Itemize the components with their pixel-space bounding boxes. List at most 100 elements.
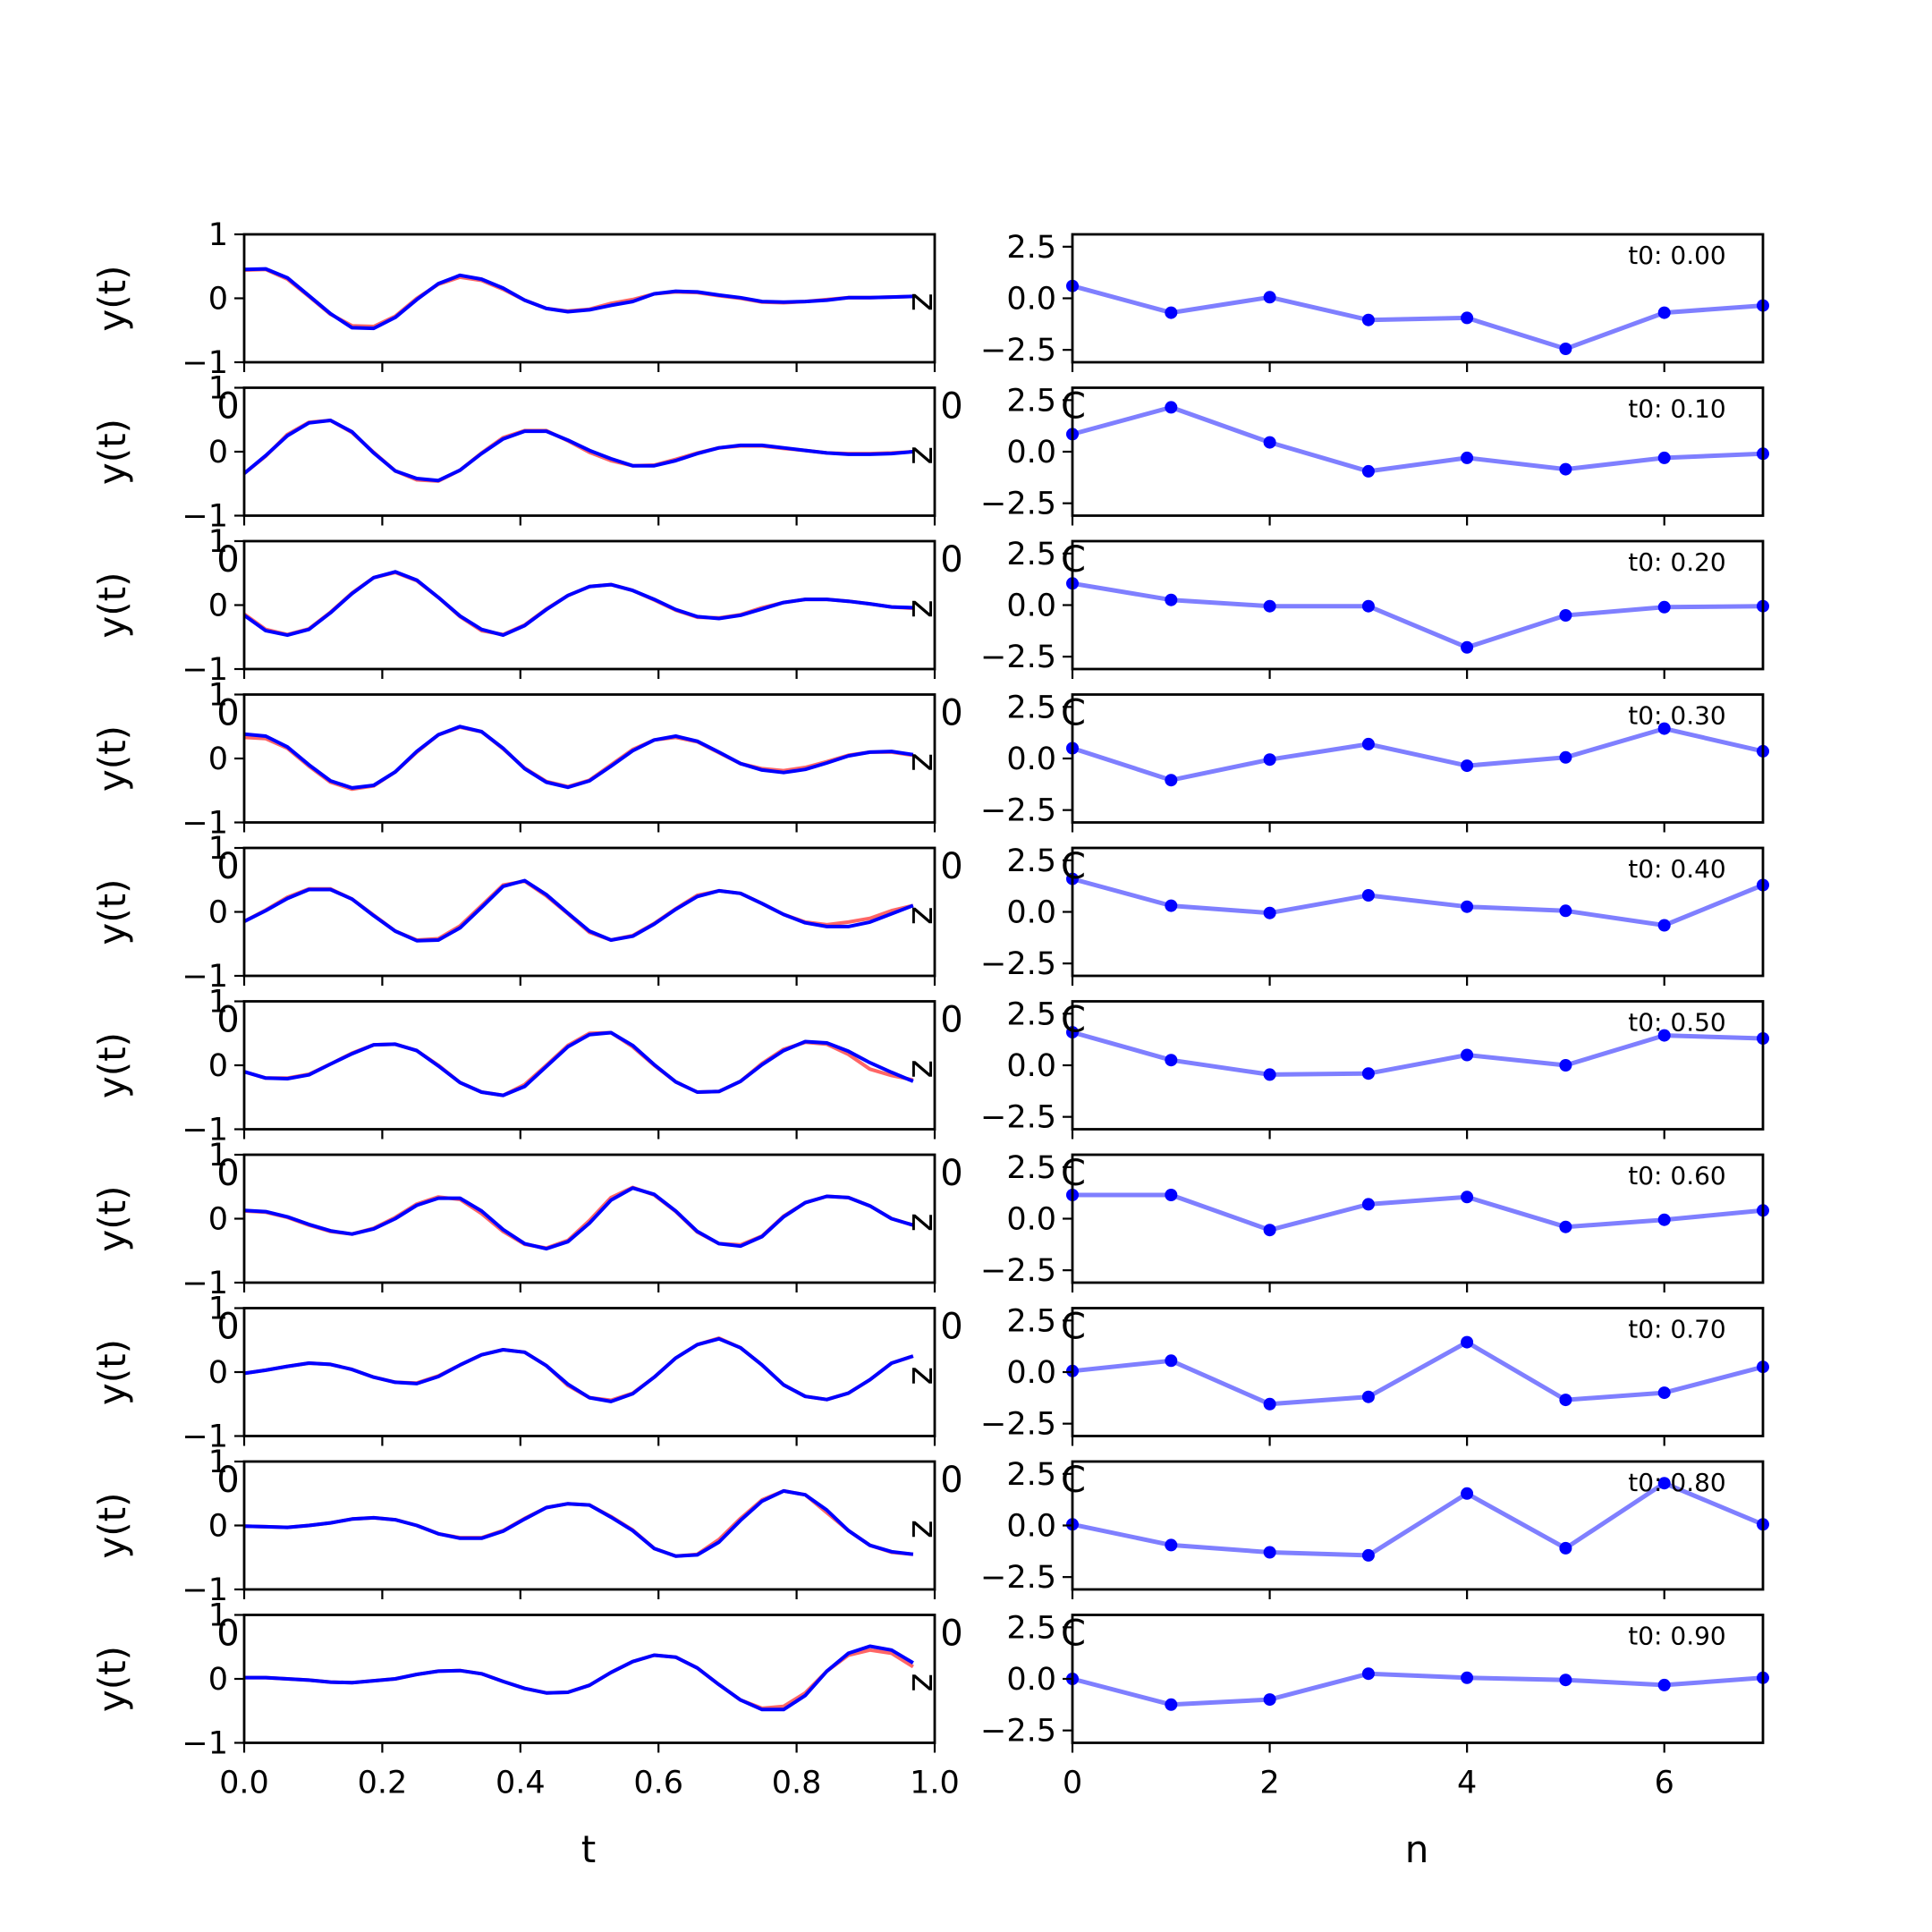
signal-line-blue [243,724,914,790]
left-axes-frame [242,1307,936,1437]
coefficient-line [1072,1480,1764,1558]
y-tick-label: −2.5 [980,487,1056,522]
y-tick-label: −1 [182,806,228,842]
overlap-zero-label: 0 [940,1614,962,1655]
coefficient-line [1072,1192,1764,1233]
right-subplot: −2.5 0.0 2.5 t0: 0.60 C [980,1150,1769,1292]
y-tick-label: 0 [208,282,228,318]
coefficient-point [1657,722,1671,735]
left-y-axis-title: y(t) [90,1339,134,1405]
right-subplot: −2.5 0.0 2.5 t0: 0.30 C [980,690,1769,833]
coefficient-point [1657,451,1671,464]
y-tick-label: −2.5 [980,1100,1056,1136]
right-subplot: −2.5 0.0 2.5 t0: 0.00 [980,230,1769,372]
y-tick-label: 2.5 [1006,1457,1056,1493]
coefficient-point [1657,1029,1671,1042]
stray-z-label: z [903,1213,945,1232]
stray-c-label: C [1061,1307,1086,1348]
y-tick-label: 0.0 [1006,1662,1056,1698]
subplot-annotation: t0: 0.90 [1628,1622,1725,1651]
y-tick-label: 0.0 [1006,741,1056,777]
y-tick-label: −1 [182,1419,228,1455]
left-y-axis-title: y(t) [90,419,134,485]
right-subplot: −2.5 0.0 2.5 0 2 4 6 t0: 0.90 C [980,1610,1769,1801]
coefficient-point [1361,1198,1375,1211]
signal-line-red [243,1185,914,1250]
signal-line-blue [243,878,914,943]
subplot-annotation: t0: 0.00 [1628,241,1725,270]
coefficient-point [1461,1335,1474,1349]
right-subplot: −2.5 0.0 2.5 t0: 0.10 C [980,383,1769,526]
signal-line-blue [243,1488,914,1558]
left-y-axis-title: y(t) [90,1185,134,1251]
x-tick-label: 0.8 [772,1766,822,1801]
y-tick-label: −1 [182,1726,228,1762]
stray-z-label: z [903,1674,945,1692]
left-y-axis-title: y(t) [90,1646,134,1712]
signal-line-red [242,571,914,637]
y-tick-label: 2.5 [1006,230,1056,266]
y-tick-label: 2.5 [1006,383,1056,419]
stray-z-label: z [903,1060,945,1079]
subplot-annotation: t0: 0.40 [1628,854,1725,884]
overlap-zero-label: 0 [216,846,239,887]
overlap-zero-label: 0 [940,693,962,734]
coefficient-point [1263,1693,1276,1707]
right-x-axis-title: n [1405,1827,1429,1871]
stray-c-label: C [1061,1460,1086,1501]
coefficient-point [1461,451,1474,464]
y-tick-label: 0.0 [1006,282,1056,318]
left-axes-frame [242,693,936,824]
stray-c-label: C [1061,539,1086,580]
y-tick-label: −2.5 [980,1407,1056,1443]
y-tick-label: 1 [208,678,228,714]
y-tick-label: 1 [208,1445,228,1480]
y-tick-label: −2.5 [980,640,1056,675]
overlap-zero-label: 0 [216,693,239,734]
right-subplot: −2.5 0.0 2.5 t0: 0.50 C [980,996,1769,1140]
overlap-zero-label: 0 [216,1153,239,1194]
coefficient-line [1072,284,1764,352]
coefficient-point [1559,1541,1572,1555]
coefficient-point [1165,1189,1178,1201]
y-tick-label: 2.5 [1006,537,1056,572]
y-tick-label: 2.5 [1006,843,1056,879]
right-subplot: −2.5 0.0 2.5 t0: 0.70 C [980,1303,1769,1446]
signal-line-blue [242,419,914,483]
y-tick-label: 0.0 [1006,1202,1056,1238]
coefficient-point [1657,1386,1671,1400]
coefficient-point [1361,737,1375,750]
left-subplot: −1 0 1 y(t) z [90,217,945,381]
y-tick-label: 0.0 [1006,435,1056,470]
coefficient-point [1657,1678,1671,1691]
coefficient-line [1072,877,1764,928]
y-tick-label: 1 [208,1138,228,1174]
x-tick-label: 4 [1457,1766,1477,1801]
y-tick-label: 0 [208,895,228,931]
coefficient-point [1461,640,1474,654]
stray-z-label: z [903,599,945,618]
y-tick-label: 0 [208,1662,228,1698]
y-tick-label: 0 [208,1048,228,1084]
right-subplot: −2.5 0.0 2.5 t0: 0.40 C [980,843,1769,986]
y-tick-label: 0 [208,435,228,470]
y-tick-label: −2.5 [980,793,1056,829]
coefficient-point [1361,599,1375,613]
y-tick-label: 1 [208,1598,228,1634]
stray-z-label: z [903,1520,945,1538]
coefficient-point [1657,919,1671,932]
coefficient-point [1461,900,1474,913]
y-tick-label: 0 [208,1355,228,1391]
stray-c-label: C [1061,386,1086,428]
y-tick-label: 0 [208,741,228,777]
coefficient-point [1361,1067,1375,1080]
overlap-zero-label: 0 [940,846,962,887]
y-tick-label: 0.0 [1006,1355,1056,1391]
left-x-axis-title: t [581,1827,596,1871]
y-tick-label: −2.5 [980,1560,1056,1596]
